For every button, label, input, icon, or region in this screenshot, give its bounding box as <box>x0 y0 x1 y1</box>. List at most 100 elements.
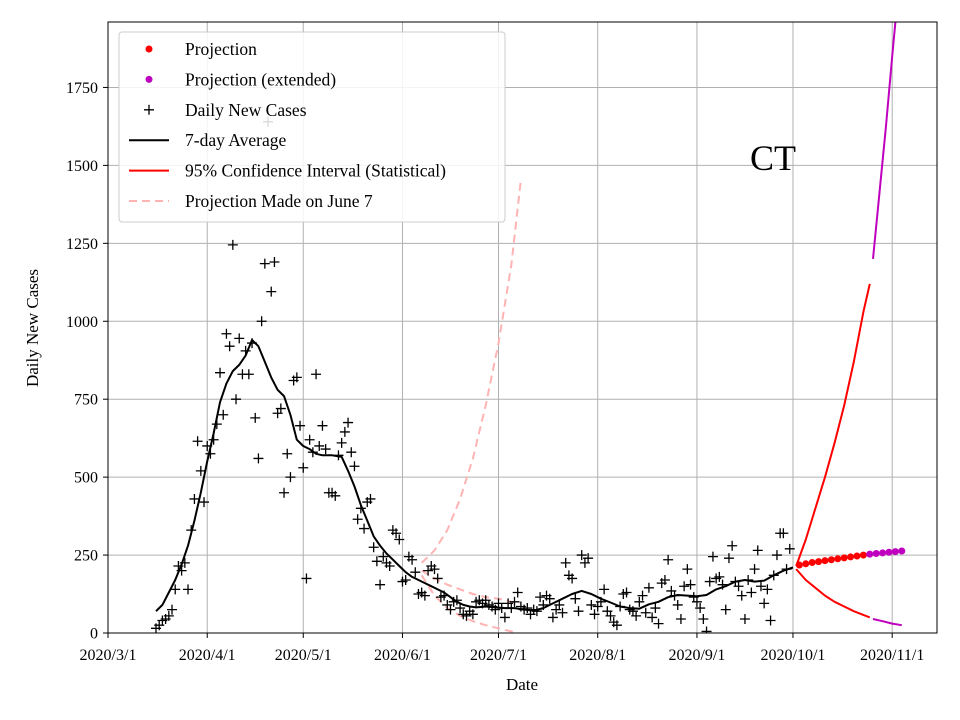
daily-cases-point <box>599 584 610 595</box>
projection-point <box>834 555 842 563</box>
daily-cases-point <box>522 603 533 614</box>
projection-made-on-june-7-upper-line <box>421 179 522 564</box>
daily-cases-point <box>621 587 632 598</box>
daily-cases-point <box>509 596 520 607</box>
daily-cases-point <box>391 528 402 539</box>
projection-extended-point <box>885 548 893 556</box>
daily-cases-point <box>701 626 712 633</box>
daily-cases-point <box>451 595 462 606</box>
daily-cases-point <box>615 601 626 612</box>
daily-cases-point <box>573 606 584 617</box>
x-axis-label: Date <box>506 675 538 694</box>
daily-cases-point <box>771 550 782 561</box>
daily-cases-point <box>611 620 622 631</box>
daily-cases-point <box>535 592 546 603</box>
daily-cases-point <box>339 426 350 437</box>
daily-cases-point <box>352 514 363 525</box>
x-tick-label: 2020/9/1 <box>668 647 725 664</box>
daily-cases-point <box>221 328 232 339</box>
daily-cases-point <box>163 610 174 621</box>
95-confidence-interval-statistical-lower-line <box>795 568 871 619</box>
y-tick-label: 250 <box>74 548 98 565</box>
legend-entry: Projection Made on June 7 <box>129 191 373 211</box>
daily-cases-point <box>301 573 312 584</box>
95-confidence-interval-statistical-upper-line <box>795 283 871 567</box>
daily-cases-point <box>250 412 261 423</box>
daily-cases-point <box>330 490 341 501</box>
95-confidence-interval-extended-lower-line <box>872 618 902 627</box>
daily-cases-point <box>365 493 376 504</box>
daily-cases-point <box>743 575 754 586</box>
daily-cases-point <box>512 587 523 598</box>
daily-cases-point <box>231 394 242 405</box>
daily-cases-point <box>298 462 309 473</box>
daily-cases-point <box>256 316 267 327</box>
projection-point <box>859 551 867 559</box>
daily-cases-point <box>557 607 568 618</box>
daily-cases-point <box>266 286 277 297</box>
daily-cases-point <box>259 258 270 269</box>
daily-cases-point <box>170 584 181 595</box>
daily-cases-point <box>669 590 680 601</box>
daily-cases-point <box>717 579 728 590</box>
projection-extended-point <box>872 550 880 558</box>
daily-cases-point <box>752 545 763 556</box>
daily-cases-point <box>224 341 235 352</box>
daily-cases-point <box>410 567 421 578</box>
daily-cases-point <box>707 551 718 562</box>
daily-cases-point <box>567 573 578 584</box>
daily-cases-point <box>394 534 405 545</box>
daily-cases-point <box>211 419 222 430</box>
daily-cases-point <box>179 557 190 568</box>
daily-cases-point <box>375 579 386 590</box>
daily-cases-point <box>311 369 322 380</box>
daily-cases-point <box>768 570 779 581</box>
daily-cases-point <box>605 610 616 621</box>
daily-cases-point <box>691 596 702 607</box>
legend-frame <box>118 31 506 223</box>
daily-cases-point <box>432 573 443 584</box>
daily-cases-point <box>202 440 213 451</box>
daily-cases-point <box>234 333 245 344</box>
daily-cases-point <box>285 472 296 483</box>
daily-cases-point <box>320 444 331 455</box>
daily-cases-point <box>400 575 411 586</box>
y-tick-label: 500 <box>74 470 98 487</box>
daily-cases-point <box>183 584 194 595</box>
projection-extended-point <box>866 550 874 558</box>
legend: Projection Projection (extended) Daily New… <box>118 31 506 223</box>
daily-cases-point <box>282 448 293 459</box>
daily-cases-point <box>378 551 389 562</box>
daily-cases-point <box>778 528 789 539</box>
daily-cases-point <box>643 582 654 593</box>
legend-entry: Projection (extended) <box>145 69 336 89</box>
projection-point <box>821 557 829 565</box>
daily-cases-point <box>247 338 258 349</box>
legend-marker-dot <box>145 45 153 53</box>
daily-cases-point <box>346 447 357 458</box>
y-tick-label: 1250 <box>66 236 98 253</box>
daily-cases-point <box>714 571 725 582</box>
daily-cases-point <box>781 564 792 575</box>
daily-cases-point <box>333 450 344 461</box>
daily-cases-point <box>407 554 418 565</box>
daily-cases-point <box>186 525 197 536</box>
daily-cases-point <box>659 575 670 586</box>
daily-cases-point <box>583 553 594 564</box>
daily-cases-point <box>531 606 542 617</box>
daily-cases-point <box>695 603 706 614</box>
daily-cases-point <box>227 239 238 250</box>
legend-label: Projection (extended) <box>185 69 336 89</box>
daily-cases-point <box>192 436 203 447</box>
daily-cases-point <box>314 440 325 451</box>
daily-cases-point <box>739 613 750 624</box>
daily-cases-point <box>576 550 587 561</box>
projection-made-on-june-7-lower-line <box>420 574 518 633</box>
daily-cases-point <box>215 367 226 378</box>
daily-cases-point <box>727 540 738 551</box>
daily-cases-point <box>755 581 766 592</box>
daily-cases-point <box>538 599 549 610</box>
daily-cases-point <box>720 604 731 615</box>
daily-cases-point <box>176 565 187 576</box>
